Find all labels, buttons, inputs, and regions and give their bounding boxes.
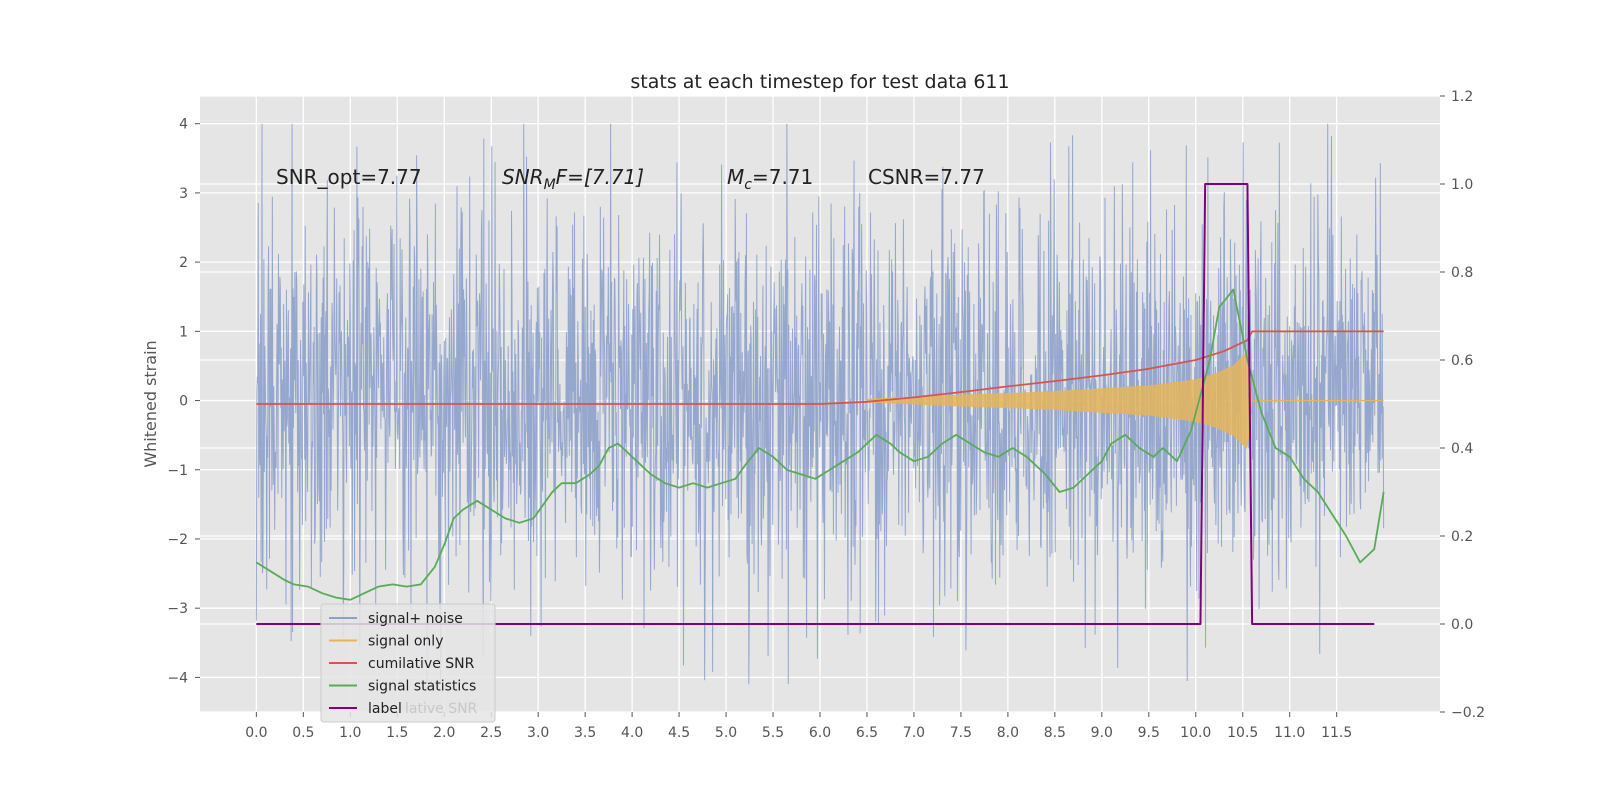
series-signal-statistics-line	[255, 288, 1385, 601]
annotation-mc-rest: =7.71	[752, 165, 813, 189]
y-tick-label: 4	[179, 117, 188, 133]
annotation-snr-mf: SNRMF=[7.71]	[502, 165, 644, 193]
x-tick-label: 10.5	[1227, 725, 1258, 741]
x-tick-label: 8.5	[1044, 725, 1066, 741]
x-tick-label: 10.0	[1180, 725, 1211, 741]
y2-tick-label: 0.4	[1451, 441, 1473, 457]
x-axis: 0.0 0.5 1.0 1.5 2.0 2.5 3.0 3.5 4.0 4.5 5.0 5.5 6.0 6…	[245, 712, 1352, 741]
y-tick-label: 0	[179, 394, 188, 410]
legend-item-cumulative-snr: cumilative SNR	[329, 656, 475, 672]
series-label-line	[256, 183, 1375, 625]
x-tick-label: 2.0	[433, 725, 455, 741]
right-axis: −0.2 0.0 0.2 0.4 0.6 0.8 1.0 1.2	[1440, 89, 1485, 721]
legend-label: cumilative SNR	[368, 656, 475, 672]
x-tick-label: 4.0	[621, 725, 643, 741]
x-tick-label: 2.5	[480, 725, 502, 741]
y-tick-label: −2	[167, 532, 188, 548]
y-tick-label: −4	[167, 670, 188, 686]
series-signal-only-band	[866, 351, 1253, 450]
x-tick-label: 8.0	[997, 725, 1019, 741]
left-axis: −4 −3 −2 −1 0 1 2 3 4	[167, 117, 200, 686]
x-tick-label: 1.5	[386, 725, 408, 741]
legend-items: signal+ noise signal only cumilative SNR si…	[329, 611, 476, 717]
x-tick-label: 3.0	[527, 725, 549, 741]
legend-box	[320, 603, 496, 723]
y-tick-label: 3	[179, 186, 188, 202]
legend-label: signal statistics	[368, 679, 476, 695]
y2-tick-label: 1.2	[1451, 89, 1473, 105]
x-tick-label: 0.5	[292, 725, 314, 741]
annotation-csnr: CSNR=7.77	[868, 165, 985, 189]
annotation-snr-mf-sub: M	[544, 177, 556, 193]
y-tick-label: −3	[167, 601, 188, 617]
y-tick-label: 2	[179, 255, 188, 271]
legend-label: signal only	[368, 634, 443, 650]
annotation-snr-mf-main: SNR	[502, 165, 544, 189]
legend: lative SNR signal+ noise signal only cumil…	[320, 603, 496, 723]
legend-item-label: label	[329, 701, 402, 717]
x-tick-label: 9.5	[1138, 725, 1160, 741]
y2-tick-label: 1.0	[1451, 177, 1473, 193]
legend-item-signal-noise: signal+ noise	[329, 611, 463, 627]
annotation-mc-sub: c	[744, 177, 752, 193]
annotation-snr-mf-rest: F=[7.71]	[556, 165, 644, 189]
x-tick-label: 6.5	[856, 725, 878, 741]
y-axis-label: Whitened strain	[141, 340, 160, 467]
y2-tick-label: 0.2	[1451, 529, 1473, 545]
legend-item-signal-only: signal only	[329, 634, 443, 650]
x-tick-label: 4.5	[668, 725, 690, 741]
x-tick-label: 1.0	[339, 725, 361, 741]
y2-tick-label: −0.2	[1451, 705, 1485, 721]
y2-tick-label: 0.0	[1451, 617, 1473, 633]
x-tick-label: 9.0	[1091, 725, 1113, 741]
x-tick-label: 11.0	[1274, 725, 1305, 741]
series-signal-noise-line	[255, 123, 1385, 685]
chart-title: stats at each timestep for test data 611	[630, 71, 1009, 93]
x-tick-label: 7.5	[950, 725, 972, 741]
annotation-mc: Mc=7.71	[727, 165, 813, 193]
x-tick-label: 5.5	[762, 725, 784, 741]
x-tick-label: 0.0	[245, 725, 267, 741]
annotation-mc-main: M	[727, 165, 744, 189]
legend-item-signal-statistics: signal statistics	[329, 679, 476, 695]
annotation-snr-opt: SNR_opt=7.77	[276, 165, 422, 189]
y2-tick-label: 0.8	[1451, 265, 1473, 281]
x-tick-label: 6.0	[809, 725, 831, 741]
x-tick-label: 7.0	[903, 725, 925, 741]
y-tick-label: −1	[167, 463, 188, 479]
x-tick-label: 3.5	[574, 725, 596, 741]
legend-label: label	[368, 701, 402, 717]
x-tick-label: 11.5	[1321, 725, 1352, 741]
series-layer	[255, 123, 1385, 685]
y-tick-label: 1	[179, 324, 188, 340]
x-tick-label: 5.0	[715, 725, 737, 741]
legend-ghost-text: lative SNR	[405, 701, 478, 717]
legend-label: signal+ noise	[368, 611, 463, 627]
y2-tick-label: 0.6	[1451, 353, 1473, 369]
